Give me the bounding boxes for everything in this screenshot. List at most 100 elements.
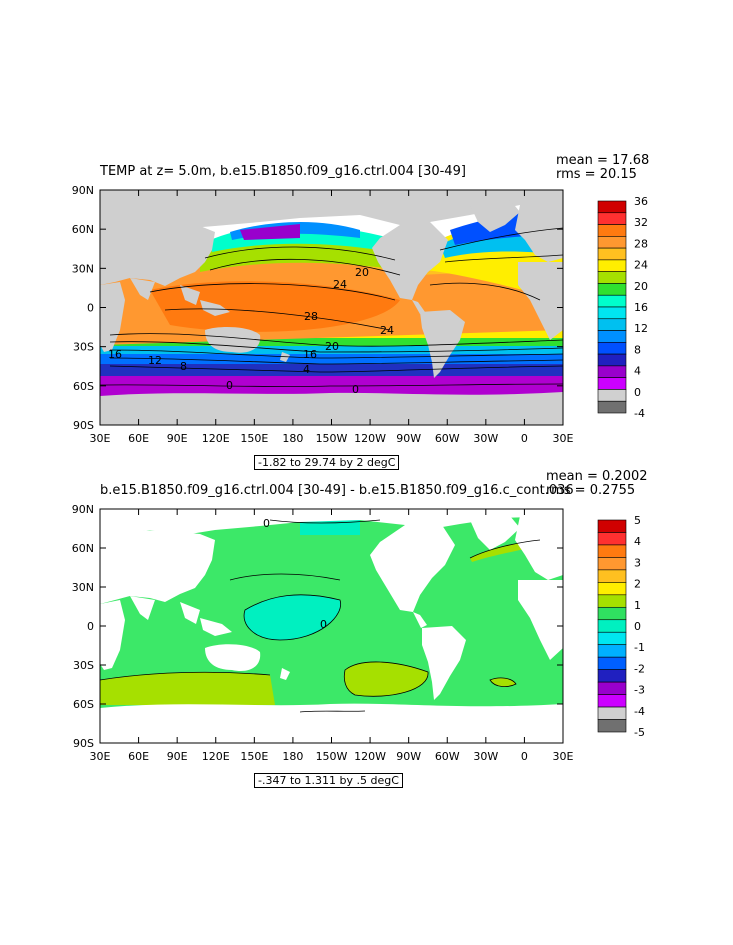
x-tick-label: 60E [128,750,149,763]
x-tick-label: 180 [282,750,303,763]
colorbar-label: 8 [634,343,641,356]
contour-label: 0 [226,379,233,392]
colorbar-swatch [597,694,627,708]
y-tick-label: 30S [73,341,94,354]
colorbar-swatch [597,318,627,331]
colorbar-swatch [597,400,627,414]
x-tick-label: 0 [521,432,528,445]
panel2-colorbar: 5 4 3 2 1 0 -1 -2 -3 -4 -5 [597,514,645,739]
x-tick-label: 150W [316,432,348,445]
panel1-mean: mean = 17.68 [556,153,650,168]
colorbar-label: 20 [634,280,648,293]
colorbar-swatch [597,606,627,621]
contour-label: 16 [303,348,317,361]
x-tick-label: 120E [202,750,230,763]
panel1-subtitle: -1.82 to 29.74 by 2 degC [254,455,400,470]
colorbar-swatch [597,557,627,571]
colorbar-label: 1 [634,599,641,612]
colorbar-swatch [597,271,627,284]
colorbar-swatch [597,353,627,367]
colorbar-label: 28 [634,237,648,250]
panel1-rms: rms = 20.15 [556,167,637,182]
colorbar-swatch [597,377,627,390]
x-tick-label: 30E [90,750,111,763]
colorbar-swatch [597,200,627,214]
colorbar-swatch [597,569,627,583]
colorbar-swatch [597,594,627,608]
colorbar-label: 4 [634,365,641,378]
colorbar-swatch [597,236,627,249]
colorbar-swatch [597,719,627,733]
colorbar-swatch [597,224,627,237]
colorbar-label: -1 [634,641,645,654]
colorbar-label: -5 [634,726,645,739]
colorbar-swatch [597,212,627,225]
y-tick-label: 90N [72,503,94,516]
x-tick-label: 60W [435,750,460,763]
y-tick-label: 30N [72,262,94,275]
y-tick-label: 60S [73,380,94,393]
colorbar-swatch [597,365,627,378]
colorbar-label: 3 [634,556,641,569]
x-tick-label: 150W [316,750,348,763]
colorbar-label: 36 [634,195,648,208]
x-tick-label: 60W [435,432,460,445]
x-tick-label: 90W [396,432,421,445]
colorbar-label: 0 [634,620,641,633]
y-tick-label: 90N [72,184,94,197]
x-tick-label: 120W [354,432,386,445]
colorbar-swatch [597,532,627,546]
colorbar-label: 16 [634,301,648,314]
contour-label: 16 [108,348,122,361]
colorbar-label: 12 [634,322,648,335]
y-tick-label: 60S [73,698,94,711]
colorbar-swatch [597,706,627,720]
colorbar-label: 24 [634,259,648,272]
panel2-subtitle: -.347 to 1.311 by .5 degC [254,773,403,788]
x-tick-label: 150E [240,432,268,445]
colorbar-label: 32 [634,216,648,229]
x-tick-label: 0 [521,750,528,763]
x-tick-label: 30W [473,432,498,445]
y-tick-label: 60N [72,223,94,236]
colorbar-swatch [597,631,627,646]
x-tick-label: 30E [553,432,574,445]
colorbar-swatch [597,656,627,670]
colorbar-swatch [597,544,627,558]
contour-label: 0 [320,618,327,631]
contour-label: 24 [380,324,394,337]
x-tick-label: 90E [167,432,188,445]
colorbar-swatch [597,294,627,308]
colorbar-label: -2 [634,662,645,675]
colorbar-label: -4 [634,705,645,718]
colorbar-swatch [597,389,627,402]
x-tick-label: 120W [354,750,386,763]
x-tick-label: 30E [90,432,111,445]
colorbar-label: -4 [634,407,645,420]
y-tick-label: 90S [73,419,94,432]
colorbar-swatch [597,259,627,272]
colorbar-swatch [597,306,627,320]
panel2-title: b.e15.B1850.f09_g16.ctrl.004 [30-49] - b… [100,484,576,497]
x-tick-label: 30E [553,750,574,763]
panel2-rms: rms = 0.2755 [546,483,636,498]
colorbar-label: 2 [634,578,641,591]
colorbar-swatch [597,342,627,355]
contour-label: 0 [263,517,270,530]
colorbar-swatch [597,519,627,533]
colorbar-swatch [597,644,627,658]
contour-label: 24 [333,278,347,291]
colorbar-label: 0 [634,386,641,399]
colorbar-swatch [597,247,627,261]
colorbar-swatch [597,681,627,695]
contour-label: 20 [325,340,339,353]
x-tick-label: 90E [167,750,188,763]
colorbar-label: 5 [634,514,641,527]
y-tick-label: 60N [72,542,94,555]
contour-label: 20 [355,266,369,279]
colorbar-label: -3 [634,684,645,697]
y-tick-label: 0 [87,620,94,633]
x-tick-label: 60E [128,432,149,445]
panel1-colorbar: 36 32 28 24 20 16 12 8 4 0 -4 [597,195,648,420]
